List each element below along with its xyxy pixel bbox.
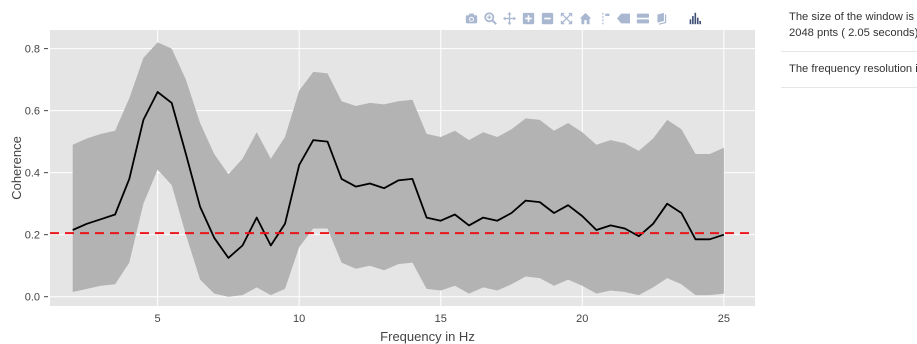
y-tick-label: 0.2 xyxy=(25,230,40,242)
camera-icon xyxy=(465,13,478,23)
x-tick-label: 10 xyxy=(293,313,305,325)
coherence-plot[interactable]: 0.0 0.2 0.4 0.6 0.8 5 10 15 20 25 Frequency in Hz C… xyxy=(0,0,770,344)
camera-button[interactable] xyxy=(462,9,481,27)
hover-compare-button[interactable] xyxy=(633,9,652,27)
zoom-out-button[interactable] xyxy=(538,9,557,27)
frequency-resolution-info: The frequency resolution is 0.49 Hz xyxy=(781,52,917,88)
frequency-resolution-text: The frequency resolution is 0.49 Hz xyxy=(789,63,917,75)
y-tick-label: 0.4 xyxy=(25,168,40,180)
window-size-text: The size of the window is 2048 pnts ( 2.… xyxy=(789,11,917,39)
zoom-out-icon xyxy=(541,12,554,24)
y-tick-label: 0.8 xyxy=(25,44,40,56)
x-axis-title: Frequency in Hz xyxy=(380,329,475,344)
zoom-in-button[interactable] xyxy=(519,9,538,27)
zoom-button[interactable] xyxy=(481,9,500,27)
info-sidebar: The size of the window is 2048 pnts ( 2.… xyxy=(781,0,917,344)
spike-lines-icon xyxy=(602,12,610,24)
y-tick-label: 0.0 xyxy=(25,292,40,304)
zoom-in-icon xyxy=(522,12,535,24)
spike-lines-button[interactable] xyxy=(595,9,614,27)
x-tick-label: 15 xyxy=(435,313,447,325)
autoscale-icon xyxy=(560,12,573,24)
edit-icon xyxy=(657,12,667,25)
hover-compare-icon xyxy=(636,13,649,23)
autoscale-button[interactable] xyxy=(557,9,576,27)
hover-closest-button[interactable] xyxy=(614,9,633,27)
plot-modebar xyxy=(462,9,704,27)
hover-closest-icon xyxy=(617,13,630,23)
plotly-logo-button[interactable] xyxy=(685,9,704,27)
home-button[interactable] xyxy=(576,9,595,27)
plotly-logo-icon xyxy=(689,12,701,24)
x-tick-label: 25 xyxy=(718,313,730,325)
x-tick-label: 5 xyxy=(155,313,161,325)
coherence-line xyxy=(72,91,725,259)
zoom-icon xyxy=(484,11,497,25)
y-tick-label: 0.6 xyxy=(25,106,40,118)
x-tick-label: 20 xyxy=(576,313,588,325)
home-icon xyxy=(579,12,592,24)
window-size-info: The size of the window is 2048 pnts ( 2.… xyxy=(781,0,917,52)
edit-button[interactable] xyxy=(652,9,671,27)
pan-icon xyxy=(503,11,516,25)
coherence-chart[interactable]: 0.0 0.2 0.4 0.6 0.8 5 10 15 20 25 Frequency in Hz C… xyxy=(0,0,770,344)
pan-button[interactable] xyxy=(500,9,519,27)
y-axis-title: Coherence xyxy=(9,136,24,200)
